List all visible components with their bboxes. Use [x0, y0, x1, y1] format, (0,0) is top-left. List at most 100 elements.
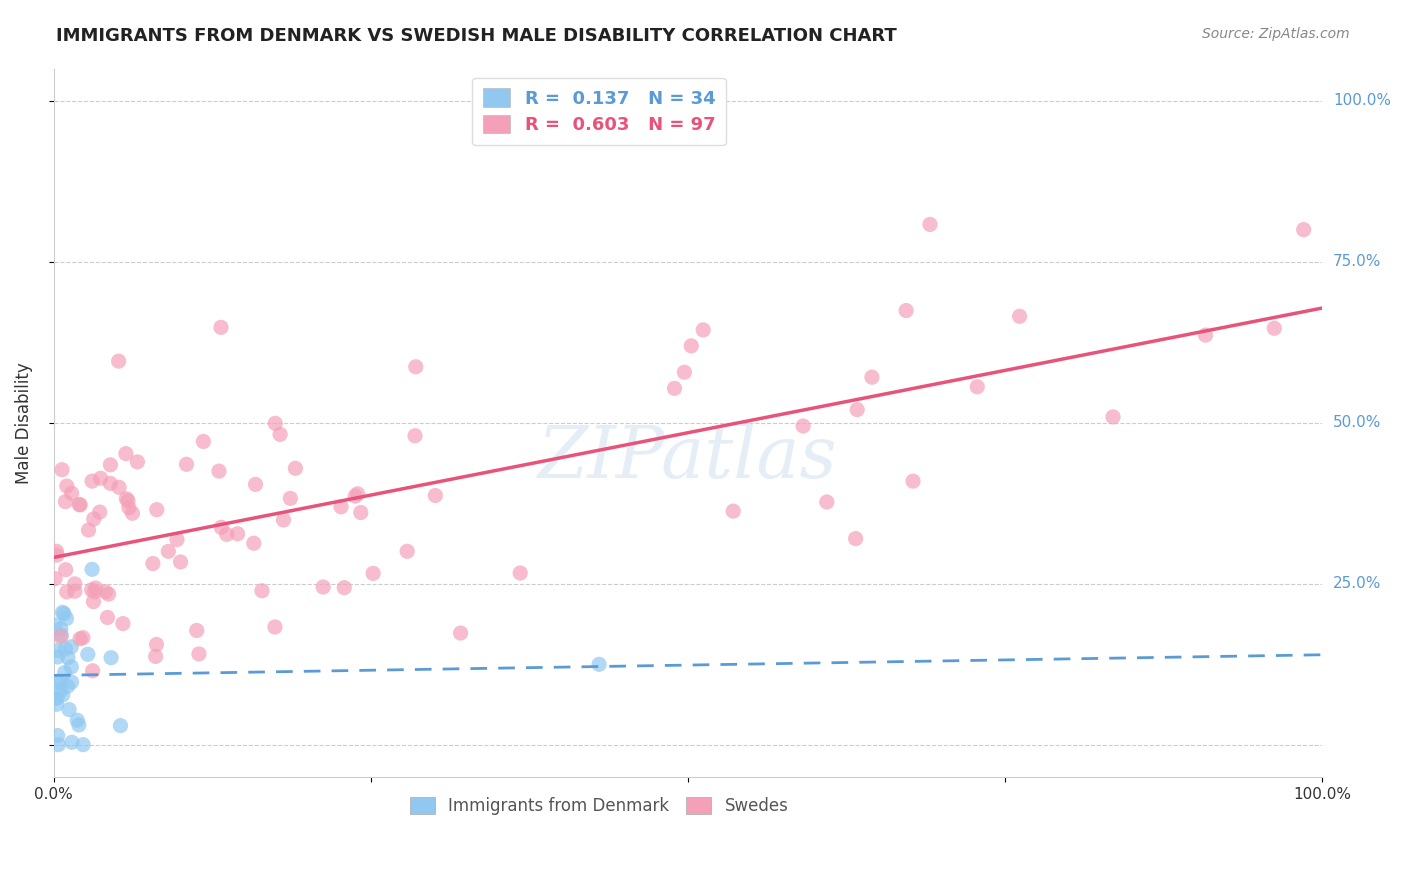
Point — [264, 417, 287, 431]
Point — [45, 698, 67, 712]
Point — [280, 491, 302, 506]
Point — [361, 566, 384, 581]
Point — [83, 584, 105, 599]
Point — [176, 457, 198, 471]
Point — [53, 607, 76, 621]
Point — [681, 339, 703, 353]
Point — [56, 679, 79, 693]
Point — [115, 447, 138, 461]
Point — [45, 544, 67, 558]
Point — [117, 493, 139, 508]
Point — [51, 628, 73, 642]
Point — [46, 729, 69, 743]
Point — [145, 637, 167, 651]
Point — [815, 495, 838, 509]
Point — [111, 616, 134, 631]
Point — [58, 702, 80, 716]
Point — [273, 513, 295, 527]
Point — [46, 691, 69, 706]
Point — [80, 582, 103, 597]
Point — [49, 622, 72, 636]
Point — [48, 738, 70, 752]
Point — [350, 506, 373, 520]
Point — [284, 461, 307, 475]
Point — [89, 505, 111, 519]
Point — [90, 471, 112, 485]
Point — [94, 584, 117, 599]
Point — [845, 532, 868, 546]
Point — [63, 577, 86, 591]
Point — [44, 572, 66, 586]
Point — [330, 500, 353, 514]
Point — [209, 320, 232, 334]
Text: 50.0%: 50.0% — [1333, 415, 1381, 430]
Point — [692, 323, 714, 337]
Point — [76, 647, 98, 661]
Point — [166, 533, 188, 547]
Point — [56, 650, 79, 665]
Point — [60, 640, 83, 654]
Point — [966, 380, 988, 394]
Point — [186, 624, 208, 638]
Point — [100, 650, 122, 665]
Point — [860, 370, 883, 384]
Point — [269, 427, 291, 442]
Point — [82, 594, 104, 608]
Point — [66, 713, 89, 727]
Point — [146, 502, 169, 516]
Point — [55, 641, 77, 656]
Text: 75.0%: 75.0% — [1333, 254, 1381, 269]
Point — [250, 583, 273, 598]
Point — [846, 402, 869, 417]
Point — [588, 657, 610, 672]
Point — [193, 434, 215, 449]
Point — [121, 506, 143, 520]
Point — [82, 664, 104, 678]
Point — [80, 562, 103, 576]
Point — [53, 665, 76, 680]
Point — [46, 643, 69, 657]
Point — [110, 719, 132, 733]
Point — [157, 544, 180, 558]
Point — [425, 488, 447, 502]
Point — [346, 487, 368, 501]
Point — [82, 474, 104, 488]
Point — [108, 480, 131, 494]
Point — [894, 303, 917, 318]
Point — [72, 738, 94, 752]
Y-axis label: Male Disability: Male Disability — [15, 362, 32, 483]
Point — [396, 544, 419, 558]
Point — [333, 581, 356, 595]
Point — [84, 581, 107, 595]
Point — [83, 512, 105, 526]
Text: 100.0%: 100.0% — [1333, 94, 1391, 108]
Point — [49, 675, 72, 690]
Point — [208, 464, 231, 478]
Point — [664, 381, 686, 395]
Point — [107, 354, 129, 368]
Point — [44, 691, 66, 706]
Point — [673, 365, 696, 379]
Point — [60, 675, 83, 690]
Text: ZIPatlas: ZIPatlas — [538, 423, 838, 493]
Point — [1263, 321, 1285, 335]
Point — [52, 688, 75, 702]
Point — [44, 618, 66, 632]
Point — [918, 218, 941, 232]
Point — [187, 647, 209, 661]
Point — [55, 611, 77, 625]
Point — [264, 620, 287, 634]
Point — [115, 491, 138, 506]
Point — [792, 419, 814, 434]
Point — [51, 605, 73, 619]
Point — [243, 536, 266, 550]
Point — [98, 476, 121, 491]
Point — [55, 585, 77, 599]
Point — [405, 359, 427, 374]
Point — [96, 610, 118, 624]
Point — [509, 566, 531, 580]
Point — [245, 477, 267, 491]
Point — [77, 523, 100, 537]
Point — [1194, 328, 1216, 343]
Point — [60, 660, 83, 674]
